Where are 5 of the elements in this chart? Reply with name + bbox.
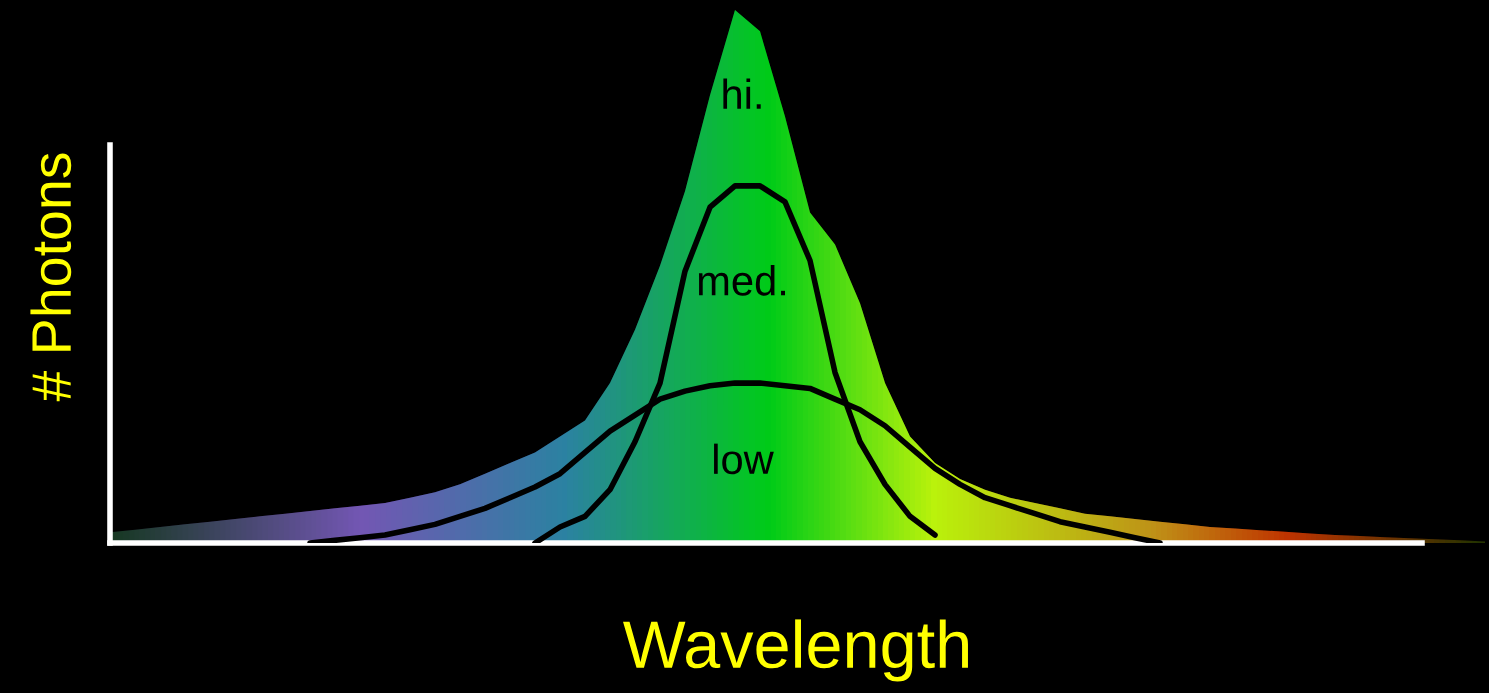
- series-label: med.: [698, 265, 786, 296]
- series-label: low: [714, 443, 774, 475]
- y-axis-title: # Photons: [30, 153, 72, 402]
- series-label: hi.: [723, 78, 761, 109]
- x-axis-title: Wavelength: [623, 619, 968, 682]
